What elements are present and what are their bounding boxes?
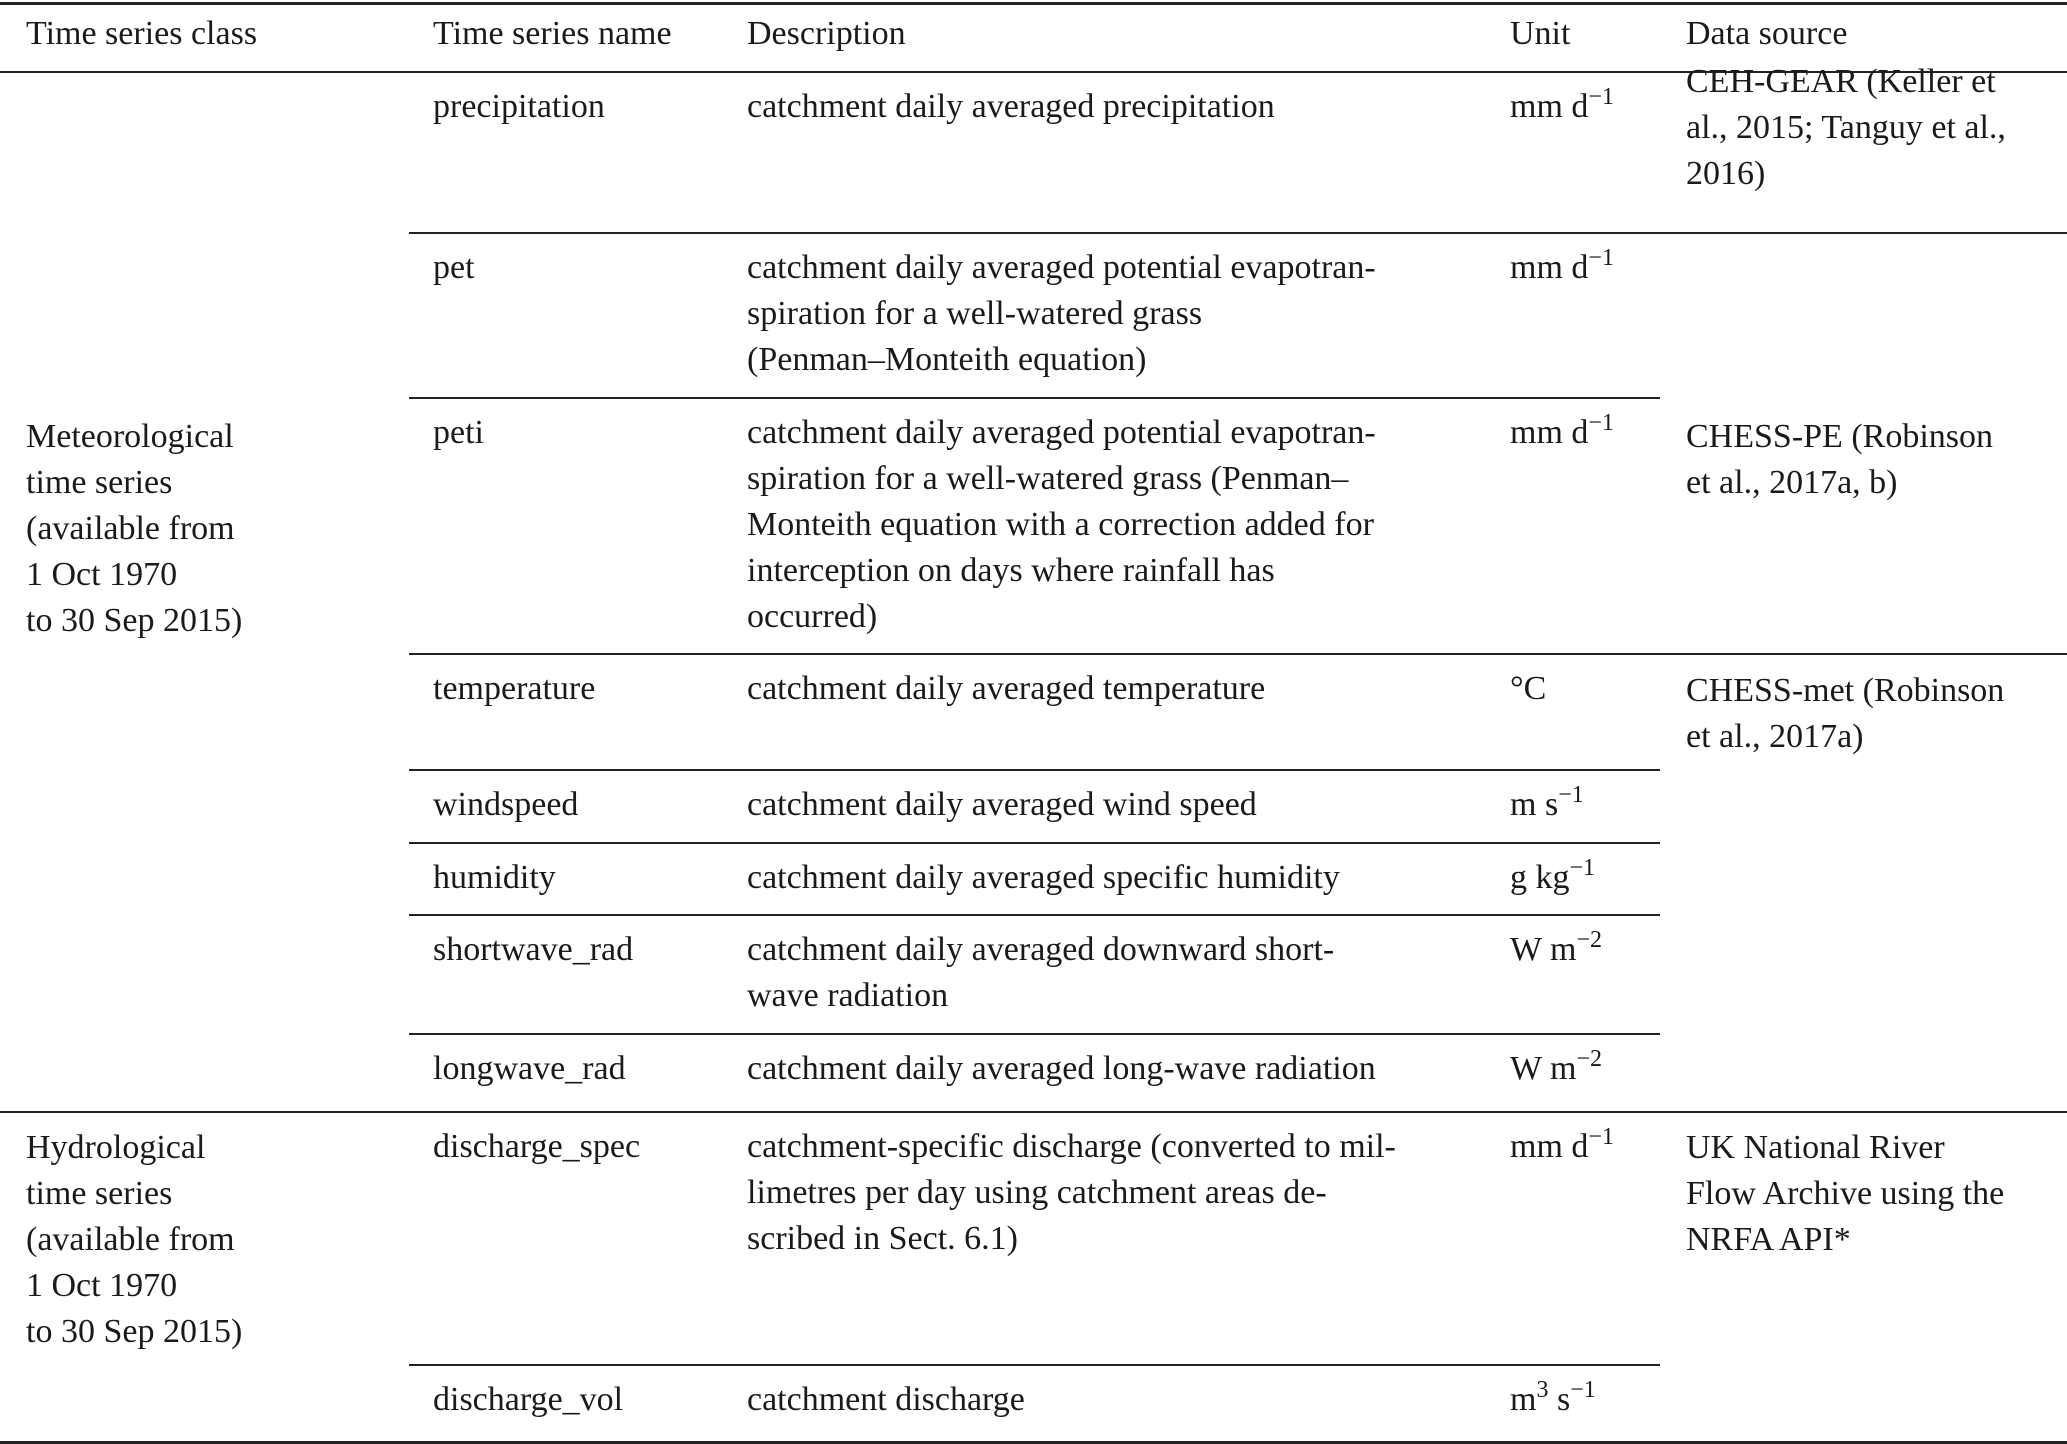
rule (0, 2, 2067, 5)
class-line: Meteorological (26, 418, 234, 455)
unit-exponent: −1 (1588, 245, 1614, 271)
unit-exponent: −2 (1576, 1046, 1602, 1072)
header-cell: Time series class (26, 15, 258, 52)
unit: mm d−1 (1510, 245, 1614, 294)
description-line: catchment daily averaged precipitation (747, 88, 1275, 125)
description-line: catchment daily averaged wind speed (747, 786, 1257, 823)
unit-text: g kg (1510, 859, 1570, 896)
series-name: humidity (433, 859, 556, 896)
unit-text: mm d (1510, 414, 1589, 451)
unit: W m−2 (1510, 927, 1602, 976)
source-line: 2016) (1686, 155, 1766, 192)
unit-text: mm d (1510, 1128, 1589, 1165)
class-line: time series (26, 1175, 173, 1212)
description-line: interception on days where rainfall has (747, 552, 1275, 589)
unit-text: W m (1510, 931, 1577, 968)
description-line: scribed in Sect. 6.1) (747, 1220, 1018, 1257)
unit-text: mm d (1510, 249, 1589, 286)
class-line: time series (26, 464, 173, 501)
series-name: discharge_vol (433, 1381, 624, 1418)
unit-exponent: −1 (1588, 84, 1614, 110)
rule (0, 71, 2067, 73)
rule (409, 842, 1660, 844)
class-line: 1 Oct 1970 (26, 1267, 178, 1304)
source-line: CHESS-PE (Robinson (1686, 418, 1993, 455)
description-line: catchment daily averaged potential evapo… (747, 249, 1376, 286)
class-line: to 30 Sep 2015) (26, 602, 243, 639)
unit-exponent: 3 (1536, 1377, 1549, 1403)
class-line: 1 Oct 1970 (26, 556, 178, 593)
rule (409, 914, 1660, 916)
header-cell: Description (747, 15, 906, 52)
unit: mm d−1 (1510, 1124, 1614, 1173)
unit-exponent: −1 (1569, 855, 1596, 881)
description-line: spiration for a well-watered grass (Penm… (747, 460, 1349, 497)
unit-exponent: −1 (1570, 1377, 1596, 1403)
unit-exponent: −2 (1576, 927, 1602, 953)
unit-exponent: −1 (1558, 782, 1584, 808)
description-line: occurred) (747, 598, 878, 635)
unit: mm d−1 (1510, 84, 1614, 133)
description-line: Monteith equation with a correction adde… (747, 506, 1374, 543)
unit: m s−1 (1510, 782, 1584, 831)
unit-text: mm d (1510, 88, 1589, 125)
description-line: catchment discharge (747, 1381, 1025, 1418)
rule (0, 1441, 2067, 1444)
class-line: (available from (26, 510, 235, 547)
unit: W m−2 (1510, 1046, 1602, 1095)
unit-text: °C (1510, 670, 1547, 707)
class-line: to 30 Sep 2015) (26, 1313, 243, 1350)
description-line: catchment-specific discharge (converted … (747, 1128, 1396, 1165)
rule (409, 1364, 1660, 1366)
description-line: wave radiation (747, 977, 949, 1014)
source-line: CEH-GEAR (Keller et (1686, 63, 1996, 100)
unit-text: m s (1510, 786, 1559, 823)
unit: m3 s−1 (1510, 1377, 1596, 1426)
source-line: CHESS-met (Robinson (1686, 672, 2005, 709)
unit-exponent: −1 (1588, 410, 1614, 436)
description-line: spiration for a well-watered grass (747, 295, 1203, 332)
source-line: NRFA API* (1686, 1221, 1851, 1258)
header-cell: Data source (1686, 15, 1848, 52)
description-line: catchment daily averaged downward short- (747, 931, 1335, 968)
series-name: shortwave_rad (433, 931, 634, 968)
class-line: Hydrological (26, 1129, 206, 1166)
source-line: al., 2015; Tanguy et al., (1686, 109, 2006, 146)
description-line: catchment daily averaged potential evapo… (747, 414, 1376, 451)
series-name: longwave_rad (433, 1050, 626, 1087)
class-line: (available from (26, 1221, 235, 1258)
series-name: windspeed (433, 786, 579, 823)
rule (409, 1033, 1660, 1035)
rule (409, 397, 1660, 399)
series-name: discharge_spec (433, 1128, 641, 1165)
unit: mm d−1 (1510, 410, 1614, 459)
source-line: UK National River (1686, 1129, 1945, 1166)
series-name: peti (433, 414, 484, 451)
rule (409, 232, 2067, 234)
header-cell: Unit (1510, 15, 1571, 52)
unit: g kg−1 (1510, 855, 1595, 904)
unit-exponent: −1 (1588, 1124, 1614, 1150)
header-cell: Time series name (433, 15, 672, 52)
description-line: catchment daily averaged specific humidi… (747, 859, 1340, 896)
source-line: Flow Archive using the (1686, 1175, 2005, 1212)
description-line: (Penman–Monteith equation) (747, 341, 1147, 378)
rule (0, 1111, 2067, 1113)
series-name: precipitation (433, 88, 605, 125)
unit-text: m (1510, 1381, 1537, 1418)
unit: °C (1510, 666, 1546, 712)
series-name: pet (433, 249, 475, 286)
description-line: catchment daily averaged long-wave radia… (747, 1050, 1376, 1087)
description-line: limetres per day using catchment areas d… (747, 1174, 1327, 1211)
description-line: catchment daily averaged temperature (747, 670, 1266, 707)
source-line: et al., 2017a, b) (1686, 464, 1898, 501)
rule (409, 769, 1660, 771)
series-name: temperature (433, 670, 596, 707)
source-line: et al., 2017a) (1686, 718, 1864, 755)
unit-text: s (1548, 1381, 1571, 1418)
rule (409, 653, 2067, 655)
unit-text: W m (1510, 1050, 1577, 1087)
